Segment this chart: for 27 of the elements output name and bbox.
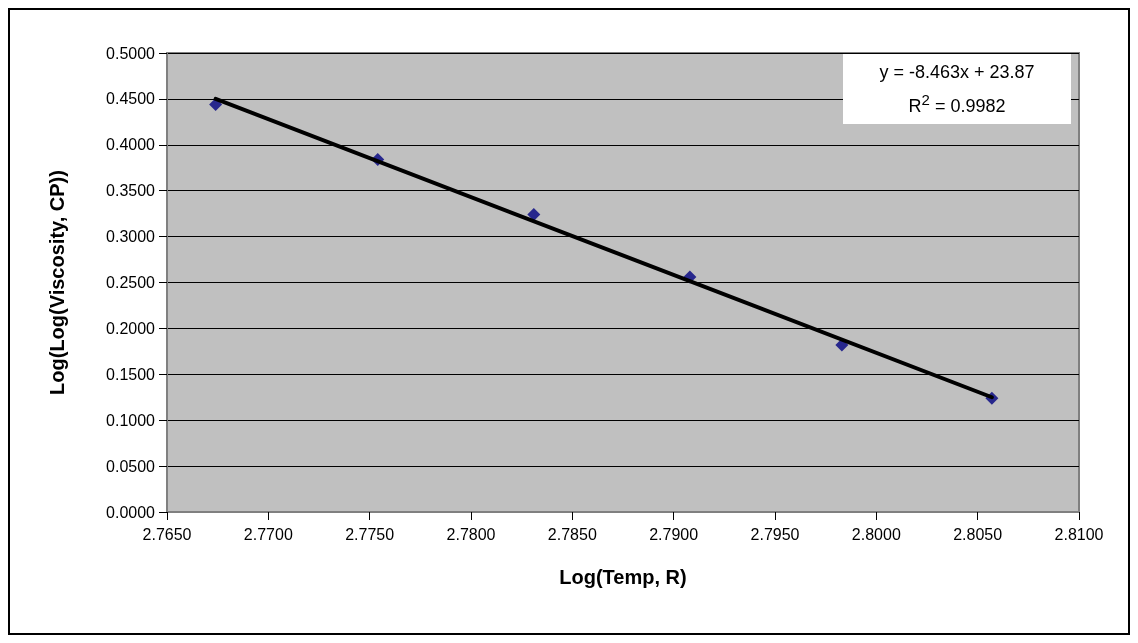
y-tick-label: 0.3000 xyxy=(106,228,156,246)
y-tick-label: 0.1000 xyxy=(106,411,156,429)
x-tick-label: 2.7800 xyxy=(446,525,496,543)
y-tick-label: 0.4000 xyxy=(106,136,156,154)
y-tick-label: 0.0000 xyxy=(106,503,156,521)
x-axis-title: Log(Temp, R) xyxy=(559,566,687,588)
y-tick-label: 0.2000 xyxy=(106,319,156,337)
y-tick-label: 0.1500 xyxy=(106,365,156,383)
y-tick-label: 0.2500 xyxy=(106,274,156,291)
y-tick-label: 0.4500 xyxy=(106,90,156,108)
y-axis-title: Log(Log(Viscosity, CP)) xyxy=(46,170,68,395)
annotation: y = -8.463x + 23.87 xyxy=(878,61,1036,84)
x-tick-label: 2.7700 xyxy=(243,525,293,543)
x-tick-label: 2.8100 xyxy=(1054,525,1104,543)
x-tick-label: 2.7650 xyxy=(142,525,192,543)
x-tick-label: 2.7900 xyxy=(649,525,699,543)
y-tick-label: 0.5000 xyxy=(106,44,156,62)
x-tick-label: 2.8000 xyxy=(851,525,901,543)
equation-box: y = -8.463x + 23.87 R$^{2}$ = 0.9982 xyxy=(843,54,1071,124)
point xyxy=(527,208,541,222)
x-tick-label: 2.7950 xyxy=(750,525,800,543)
y-tick-label: 0.0500 xyxy=(106,457,156,475)
annotation: R$^{2}$ = 0.9982 xyxy=(907,90,1007,118)
x-tick-label: 2.8050 xyxy=(953,525,1003,543)
y-tick-label: 0.3500 xyxy=(106,182,156,200)
x-tick-label: 2.7850 xyxy=(547,525,597,543)
x-tick-label: 2.7750 xyxy=(345,525,395,543)
